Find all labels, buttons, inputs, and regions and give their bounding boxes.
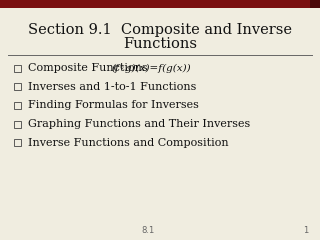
Text: 1: 1 xyxy=(303,226,308,235)
Text: 8.1: 8.1 xyxy=(141,226,155,235)
Bar xyxy=(14,102,21,109)
Bar xyxy=(14,83,21,90)
Text: (f◦g)(x)=f(g(x)): (f◦g)(x)=f(g(x)) xyxy=(112,63,192,72)
Bar xyxy=(14,139,21,146)
Text: Finding Formulas for Inverses: Finding Formulas for Inverses xyxy=(28,100,199,110)
Text: Composite Functions: Composite Functions xyxy=(28,63,151,73)
Text: Graphing Functions and Their Inverses: Graphing Functions and Their Inverses xyxy=(28,119,250,129)
Bar xyxy=(14,121,21,128)
Bar xyxy=(14,65,21,72)
Text: Section 9.1  Composite and Inverse: Section 9.1 Composite and Inverse xyxy=(28,23,292,37)
Bar xyxy=(310,0,320,8)
Text: Inverse Functions and Composition: Inverse Functions and Composition xyxy=(28,138,228,148)
Text: Inverses and 1-to-1 Functions: Inverses and 1-to-1 Functions xyxy=(28,82,196,92)
Bar xyxy=(0,0,310,8)
Text: Functions: Functions xyxy=(123,37,197,51)
